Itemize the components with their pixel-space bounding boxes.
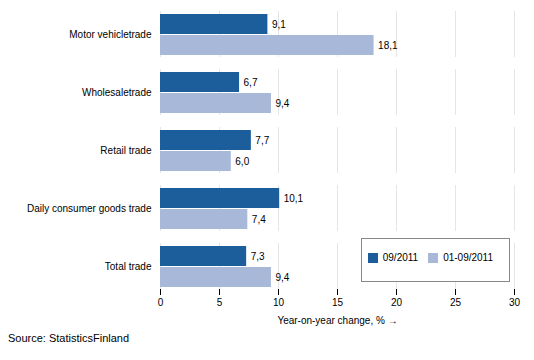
svg-text:20: 20 [391, 297, 403, 308]
svg-text:30: 30 [509, 297, 521, 308]
svg-text:Wholesaletrade: Wholesaletrade [82, 87, 152, 98]
svg-text:0: 0 [158, 297, 164, 308]
html-text:09/2011: 09/2011 [382, 252, 419, 263]
svg-text:Motor vehicletrade: Motor vehicletrade [69, 29, 152, 40]
html-text:01-09/2011: 01-09/2011 [443, 252, 493, 263]
svg-text:18,1: 18,1 [378, 40, 398, 51]
svg-text:Daily consumer goods trade: Daily consumer goods trade [27, 203, 152, 214]
svg-text:Year-on-year change, % →: Year-on-year change, % → [277, 315, 397, 326]
svg-text:6,0: 6,0 [235, 156, 249, 167]
svg-text:Retail trade: Retail trade [100, 145, 152, 156]
svg-text:10: 10 [273, 297, 285, 308]
svg-text:7,4: 7,4 [252, 214, 266, 225]
svg-text:9,4: 9,4 [275, 272, 289, 283]
svg-text:10,1: 10,1 [284, 193, 304, 204]
svg-text:5: 5 [217, 297, 223, 308]
svg-text:25: 25 [450, 297, 462, 308]
svg-text:7,7: 7,7 [255, 135, 269, 146]
svg-text:15: 15 [332, 297, 344, 308]
svg-text:9,1: 9,1 [272, 19, 286, 30]
svg-text:Total trade: Total trade [105, 261, 152, 272]
svg-text:9,4: 9,4 [275, 98, 289, 109]
svg-text:6,7: 6,7 [244, 77, 258, 88]
html-text:Source: StatisticsFinland: Source: StatisticsFinland [8, 332, 130, 344]
svg-text:7,3: 7,3 [251, 251, 265, 262]
